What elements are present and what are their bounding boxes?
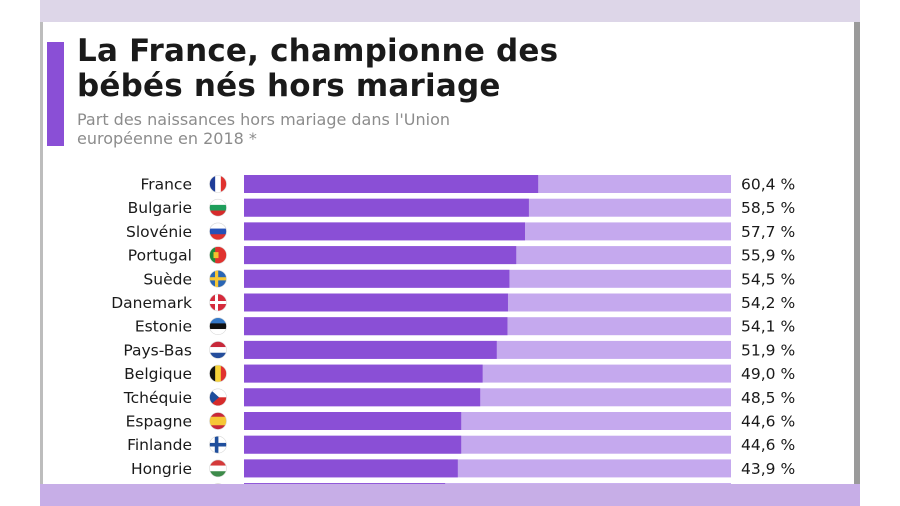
chart-subtitle-line-2: européenne en 2018 * [77, 129, 257, 148]
hungary-flag-icon [209, 459, 227, 478]
category-label: Tchéquie [123, 389, 192, 407]
category-label: Danemark [111, 294, 192, 312]
bar-row: Autriche41,3 % [127, 483, 795, 484]
bar-row: Slovénie 57,7 % [126, 222, 795, 241]
chart-subtitle-line-1: Part des naissances hors mariage dans l'… [77, 110, 450, 129]
bar [244, 459, 458, 478]
czechia-flag-icon [209, 388, 227, 407]
bar [244, 412, 462, 430]
bar-row: Tchéquie 48,5 % [123, 388, 795, 407]
bar-chart: France 60,4 % Bulgarie 58,5 % Slovénie 57,7 %… [111, 175, 795, 484]
value-label: 43,9 % [741, 460, 795, 478]
bar [244, 293, 508, 312]
belgium-flag-icon [209, 364, 227, 383]
bar-row: Bulgarie 58,5 % [128, 198, 795, 217]
value-label: 60,4 % [741, 176, 795, 194]
bar-row: France 60,4 % [140, 175, 795, 194]
top-frame-band [40, 0, 860, 22]
left-frame-border [40, 22, 43, 484]
bar-row: Hongrie 43,9 % [131, 459, 795, 478]
netherlands-flag-icon [209, 341, 227, 359]
value-label: 44,6 % [741, 413, 795, 431]
finland-flag-icon [209, 435, 227, 454]
category-label: Espagne [126, 413, 192, 431]
bottom-frame-band [40, 484, 860, 506]
value-label: 54,2 % [741, 294, 795, 312]
category-label: Estonie [135, 318, 192, 336]
portugal-flag-icon [209, 246, 227, 264]
bar-row: Belgique 49,0 % [124, 364, 795, 383]
bar [244, 246, 517, 265]
category-label: Slovénie [126, 223, 192, 241]
bar [244, 198, 529, 217]
spain-flag-icon [209, 412, 227, 430]
category-label: Finlande [127, 436, 192, 454]
estonia-flag-icon [209, 317, 227, 336]
value-label: 51,9 % [741, 341, 795, 359]
bar-row: Portugal 55,9 % [128, 246, 795, 265]
bar [244, 175, 539, 193]
bar-row: Finlande 44,6 % [127, 435, 795, 454]
chart-subtitle: Part des naissances hors mariage dans l'… [77, 110, 697, 148]
category-label: Suède [143, 270, 192, 288]
chart-title: La France, championne des bébés nés hors… [77, 34, 558, 104]
bar [244, 435, 462, 454]
bulgaria-flag-icon [209, 198, 227, 217]
category-label: Pays-Bas [123, 341, 192, 359]
bar [244, 364, 483, 383]
category-label: Hongrie [131, 460, 192, 478]
infographic-card: La France, championne des bébés nés hors… [43, 22, 854, 484]
bar-row: Danemark 54,2 % [111, 293, 795, 312]
value-label: 54,1 % [741, 318, 795, 336]
bar [244, 483, 446, 484]
bar-row: Estonie 54,1 % [135, 317, 795, 336]
value-label: 48,5 % [741, 389, 795, 407]
bar [244, 340, 497, 359]
category-label: France [140, 176, 192, 194]
value-label: 55,9 % [741, 247, 795, 265]
bar [244, 317, 508, 336]
bar-track [244, 483, 731, 484]
bar [244, 269, 510, 288]
chart-title-line-1: La France, championne des [77, 33, 559, 69]
value-label: 58,5 % [741, 199, 795, 217]
bar-row: Pays-Bas 51,9 % [123, 340, 795, 359]
value-label: 44,6 % [741, 436, 795, 454]
bar-row: Espagne 44,6 % [126, 412, 795, 431]
category-label: Portugal [128, 247, 192, 265]
slovenia-flag-icon [209, 222, 227, 241]
value-label: 54,5 % [741, 270, 795, 288]
sweden-flag-icon [209, 269, 227, 288]
bar [244, 388, 481, 407]
scrollbar[interactable] [854, 22, 860, 484]
chart-title-line-2: bébés nés hors mariage [77, 68, 501, 104]
category-label: Belgique [124, 365, 192, 383]
bar-row: Suède 54,5 % [143, 269, 795, 288]
france-flag-icon [209, 175, 227, 193]
title-accent-bar [47, 42, 64, 146]
bar [244, 222, 525, 241]
value-label: 49,0 % [741, 365, 795, 383]
denmark-flag-icon [209, 293, 227, 312]
category-label: Bulgarie [128, 199, 192, 217]
value-label: 57,7 % [741, 223, 795, 241]
